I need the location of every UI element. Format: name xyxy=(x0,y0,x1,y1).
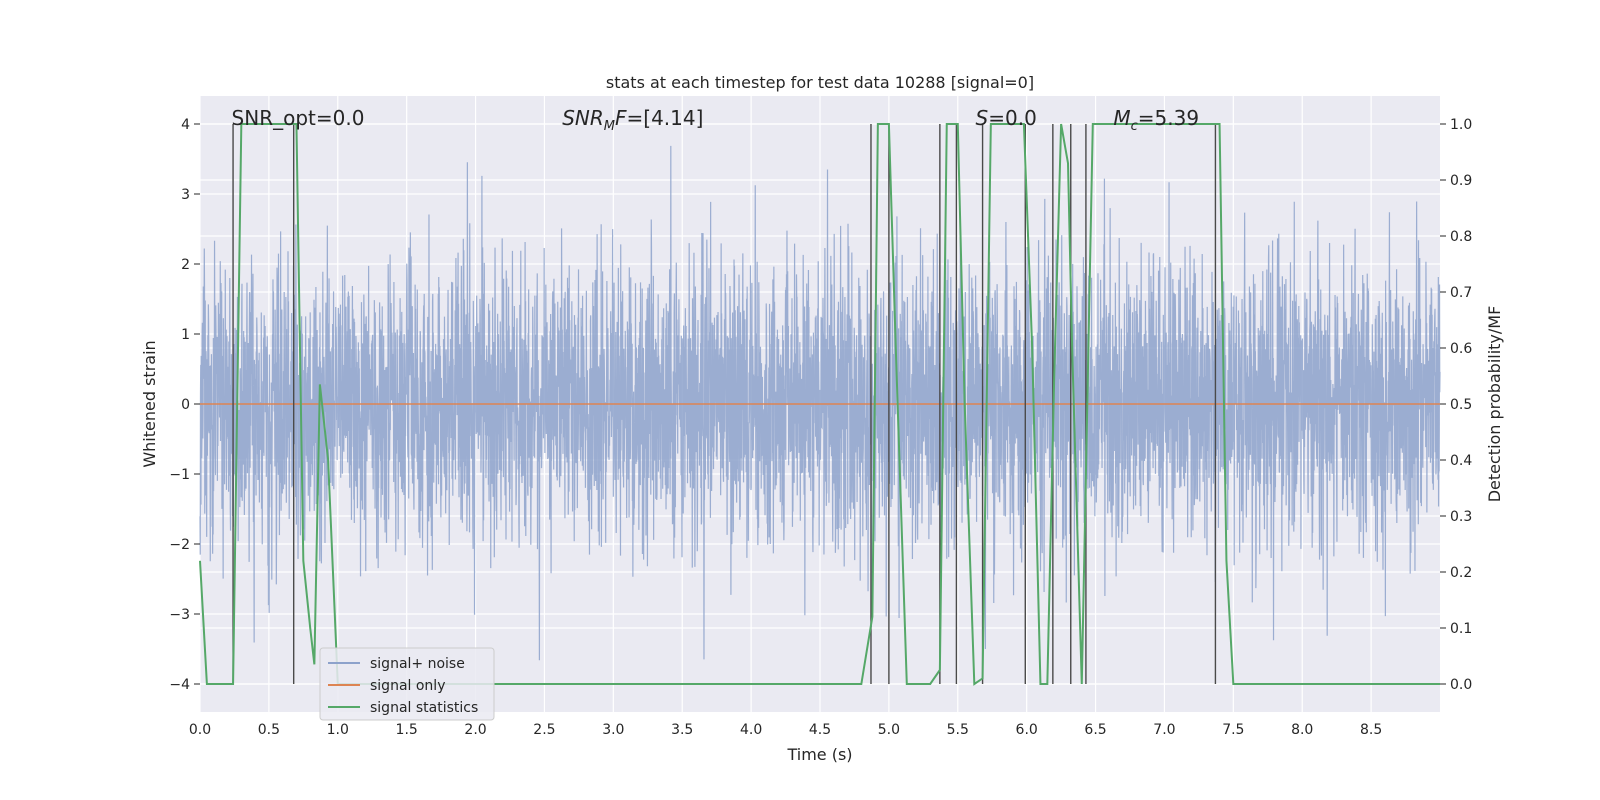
x-tick-label: 4.0 xyxy=(740,722,762,738)
y-tick-label: −2 xyxy=(169,537,190,553)
legend-label-signal-plus-noise: signal+ noise xyxy=(370,656,465,672)
y2-tick-label: 0.7 xyxy=(1450,285,1472,301)
annotation-text: SNRMF=[4.14] xyxy=(562,106,703,134)
x-tick-label: 5.5 xyxy=(947,722,969,738)
x-tick-label: 2.0 xyxy=(464,722,486,738)
y2-tick-label: 0.1 xyxy=(1450,621,1472,637)
ticks: 0.0 0.5 1.0 1.5 2.0 2.5 3.0 3.5 4.0 4.5 5.0 5.5 6.0 6… xyxy=(169,117,1472,738)
y2-tick-label: 0.0 xyxy=(1450,677,1472,693)
x-tick-label: 1.5 xyxy=(396,722,418,738)
x-tick-label: 8.5 xyxy=(1360,722,1382,738)
y2-tick-label: 0.3 xyxy=(1450,509,1472,525)
x-tick-label: 7.0 xyxy=(1153,722,1175,738)
annotation-text: Mc=5.39 xyxy=(1113,106,1199,134)
chart-title: stats at each timestep for test data 102… xyxy=(606,73,1034,92)
series-signal-plus-noise xyxy=(199,145,1441,661)
x-tick-label: 3.5 xyxy=(671,722,693,738)
signal-plus-noise-line xyxy=(199,145,1441,661)
y-tick-label: 3 xyxy=(181,187,190,203)
y-tick-label: −1 xyxy=(169,467,190,483)
x-tick-label: 2.5 xyxy=(533,722,555,738)
x-tick-label: 0.5 xyxy=(258,722,280,738)
x-tick-label: 6.0 xyxy=(1016,722,1038,738)
y-tick-label: −4 xyxy=(169,677,190,693)
y-tick-label: 2 xyxy=(181,257,190,273)
series-signal-statistics xyxy=(199,123,1440,686)
x-tick-label: 1.0 xyxy=(327,722,349,738)
y2-tick-label: 0.5 xyxy=(1450,397,1472,413)
legend-box xyxy=(319,647,495,721)
y2-tick-label: 0.2 xyxy=(1450,565,1472,581)
y-tick-label: 4 xyxy=(181,117,190,133)
y2-tick-label: 1.0 xyxy=(1450,117,1472,133)
y-tick-label: −3 xyxy=(169,607,190,623)
legend: signal+ noise signal only signal statist… xyxy=(319,647,495,721)
x-tick-label: 6.5 xyxy=(1084,722,1106,738)
legend-label-signal-only: signal only xyxy=(370,678,445,694)
x-tick-label: 5.0 xyxy=(878,722,900,738)
y2-tick-label: 0.4 xyxy=(1450,453,1472,469)
annotation-text: S=0.0 xyxy=(976,106,1037,130)
x-tick-label: 0.0 xyxy=(189,722,211,738)
legend-label-signal-statistics: signal statistics xyxy=(370,700,478,716)
annotations: SNR_opt=0.0 SNRMF=[4.14] S=0.0 Mc=5.39 xyxy=(232,106,1199,134)
vertical-markers xyxy=(232,124,1217,684)
x-tick-label: 8.0 xyxy=(1291,722,1313,738)
y-axis-label: Whitened strain xyxy=(140,340,159,467)
y2-tick-label: 0.8 xyxy=(1450,229,1472,245)
y2-tick-label: 0.9 xyxy=(1450,173,1472,189)
y2-axis-label: Detection probability/MF xyxy=(1485,306,1504,503)
signal-statistics-line xyxy=(199,123,1440,686)
x-tick-label: 7.5 xyxy=(1222,722,1244,738)
annotation-text: SNR_opt=0.0 xyxy=(232,106,365,130)
y-tick-label: 0 xyxy=(181,397,190,413)
y-tick-label: 1 xyxy=(181,327,190,343)
x-tick-label: 3.0 xyxy=(602,722,624,738)
y2-tick-label: 0.6 xyxy=(1450,341,1472,357)
x-tick-label: 4.5 xyxy=(809,722,831,738)
x-axis-label: Time (s) xyxy=(786,745,852,764)
